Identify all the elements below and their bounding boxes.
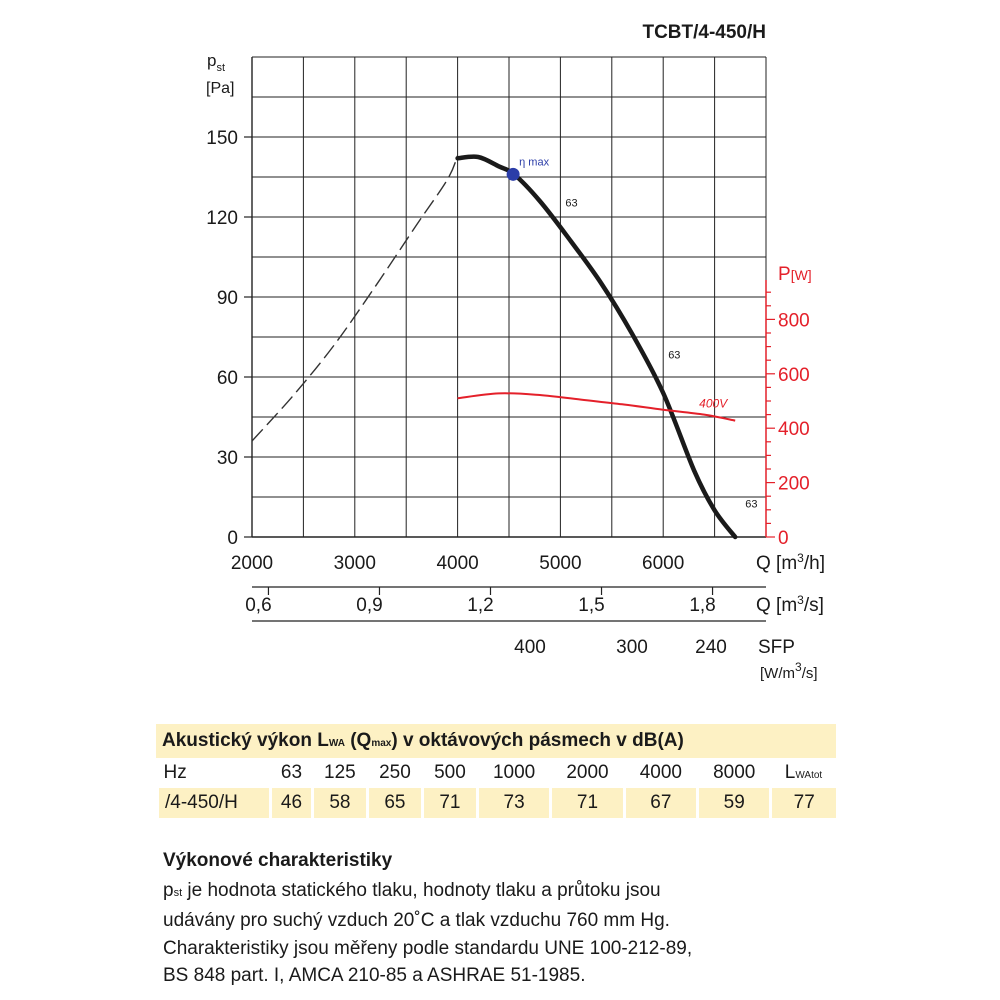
- fan-performance-chart: TCBT/4-450/H 0 30 60 90 120 150 pst [Pa] 0 200 400…: [206, 22, 825, 682]
- right-axis-tick-label: 0: [778, 528, 789, 549]
- pst-symbol: p: [163, 879, 174, 901]
- left-axis-tick-label: 30: [217, 448, 238, 469]
- power-curve-400v: [457, 392, 736, 422]
- hz-label: Hz: [157, 758, 271, 788]
- x-axis-m3s-title: Q [m3/s]: [756, 593, 824, 616]
- left-axis-tick-label: 120: [206, 208, 238, 229]
- acoustic-title-mid: (Q: [344, 730, 372, 751]
- pressure-curve-label: 63: [668, 349, 680, 361]
- total-label-sub: WAtot: [795, 770, 823, 781]
- x-axis-m3h-tick-label: 6000: [642, 553, 684, 574]
- pressure-curve-unstable: [251, 155, 459, 442]
- acoustic-title-sub-wa: WA: [328, 738, 345, 749]
- x-axis-m3h-tick-label: 2000: [231, 553, 273, 574]
- power-curve-label: 400V: [699, 397, 728, 411]
- left-axis-title: pst: [207, 51, 225, 74]
- performance-line-4: BS 848 part. I, AMCA 210-85 a ASHRAE 51-…: [163, 965, 586, 986]
- chart-series: [251, 154, 738, 540]
- band-500: 500: [422, 758, 478, 788]
- performance-line-2: udávány pro suchý vzduch 20˚C a tlak vzd…: [163, 910, 670, 931]
- value-8000: 59: [696, 788, 771, 818]
- left-axis-tick-label: 0: [227, 528, 238, 549]
- sfp-axis-tick-label: 400: [514, 637, 546, 658]
- right-axis-tick-label: 200: [778, 474, 810, 495]
- sfp-axis-unit: [W/m3/s]: [760, 660, 818, 682]
- acoustic-title-sub-max: max: [371, 738, 392, 749]
- band-1000: 1000: [477, 758, 551, 788]
- m3s-axis-tick-label: 1,2: [467, 595, 493, 616]
- right-axis-tick-label: 400: [778, 419, 810, 440]
- band-250: 250: [367, 758, 423, 788]
- acoustic-title: Akustický výkon LWA (Qmax) v oktávových …: [156, 724, 836, 758]
- performance-line-1-text: je hodnota statického tlaku, hodnoty tla…: [182, 879, 661, 901]
- band-63: 63: [270, 758, 313, 788]
- performance-line-3: Charakteristiky jsou měřeny podle standa…: [163, 937, 693, 959]
- left-axis-unit: [Pa]: [206, 80, 234, 97]
- pressure-curve: [455, 154, 738, 540]
- x-axis-m3h-tick-label: 4000: [436, 553, 478, 574]
- performance-heading: Výkonové charakteristiky: [163, 850, 393, 871]
- value-4000: 67: [622, 788, 698, 818]
- value-125: 58: [310, 788, 368, 818]
- right-axis-tick-label: 600: [778, 365, 810, 386]
- left-axis-tick-label: 150: [206, 128, 238, 149]
- x-axis-m3h-tick-label: 5000: [539, 553, 581, 574]
- sfp-axis-tick-label: 240: [695, 637, 727, 658]
- band-2000: 2000: [550, 758, 625, 788]
- performance-notes: Výkonové charakteristiky pst je hodnota …: [163, 847, 863, 990]
- m3s-axis-tick-label: 0,9: [356, 595, 382, 616]
- m3s-axis-tick-label: 0,6: [245, 595, 271, 616]
- chart-labels: 400V η max 63 63 63: [519, 156, 757, 510]
- left-axis-tick-label: 60: [217, 368, 238, 389]
- chart-axes: 0 30 60 90 120 150 pst [Pa] 0 200 400 600 800 P[W] 200…: [206, 51, 825, 682]
- eta-max-point: [506, 167, 520, 181]
- pressure-curve-label: 63: [745, 499, 757, 511]
- x-axis-m3h-title: Q [m3/h]: [756, 551, 825, 574]
- x-axis-m3h-tick-label: 3000: [334, 553, 376, 574]
- band-4000: 4000: [624, 758, 698, 788]
- right-axis-title: P[W]: [778, 264, 812, 285]
- acoustic-table: Akustický výkon LWA (Qmax) v oktávových …: [156, 724, 836, 818]
- value-63: 46: [269, 788, 313, 818]
- value-500: 71: [420, 788, 478, 818]
- left-axis-tick-label: 90: [217, 288, 238, 309]
- pressure-curve-label: 63: [565, 197, 577, 209]
- table-row-values: /4-450/H 46 58 65 71 73 71 67 59 77: [156, 788, 836, 818]
- band-8000: 8000: [697, 758, 771, 788]
- eta-max-label: η max: [519, 156, 549, 168]
- total-label: LWAtot: [770, 758, 836, 788]
- sfp-axis-title: SFP: [758, 637, 795, 658]
- acoustic-title-text: Akustický výkon L: [162, 730, 329, 751]
- value-1000: 73: [475, 788, 551, 818]
- chart-grid: [251, 56, 767, 538]
- performance-line-1: pst je hodnota statického tlaku, hodnoty…: [163, 877, 863, 908]
- m3s-axis-tick-label: 1,5: [578, 595, 604, 616]
- row-label: /4-450/H: [156, 788, 271, 818]
- sfp-axis-tick-label: 300: [616, 637, 648, 658]
- right-axis-tick-label: 800: [778, 310, 810, 331]
- value-250: 65: [365, 788, 423, 818]
- m3s-axis-tick-label: 1,8: [689, 595, 715, 616]
- acoustic-title-end: ) v oktávových pásmech v dB(A): [391, 730, 684, 751]
- band-125: 125: [312, 758, 368, 788]
- value-2000: 71: [549, 788, 625, 818]
- table-row-hz: Hz 63 125 250 500 1000 2000 4000 8000 LW…: [157, 758, 836, 788]
- pst-sub: st: [173, 886, 183, 899]
- total-label-text: L: [784, 762, 796, 783]
- value-total: 77: [769, 788, 836, 818]
- model-title: TCBT/4-450/H: [642, 22, 766, 43]
